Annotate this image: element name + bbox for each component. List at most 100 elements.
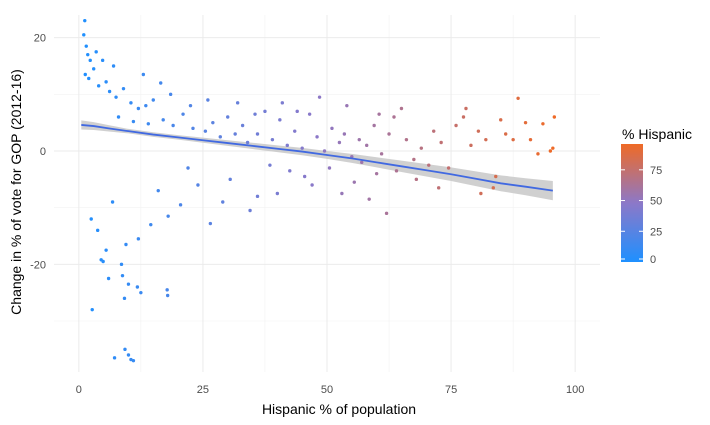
data-point [104,248,108,252]
data-point [122,296,127,301]
data-point [484,137,488,142]
data-point [120,273,125,278]
data-point [288,169,292,173]
data-point [548,149,553,153]
x-axis-title: Hispanic % of population [262,401,416,417]
legend-tick-label: 0 [650,254,656,266]
data-point [322,149,327,153]
data-point [253,112,257,116]
data-point [107,89,112,94]
data-point [464,106,468,111]
data-point [342,132,347,136]
y-tick-label: -20 [30,259,46,271]
data-point [203,129,208,133]
data-point [404,137,409,142]
data-point [90,307,94,312]
data-point [541,122,545,126]
data-point [536,152,540,156]
data-point [454,123,458,128]
data-point [87,76,91,81]
data-point [494,174,498,179]
data-point [340,191,344,196]
data-point [479,191,483,196]
data-point [516,96,520,101]
data-point [139,290,143,295]
trend-line-path [81,124,553,192]
data-point [165,293,170,298]
data-point [226,115,230,119]
data-point [432,129,436,133]
data-point [116,115,121,119]
data-point [208,221,213,226]
data-point [414,177,419,182]
confidence-band [81,120,553,201]
legend-title: % Hispanic [622,126,692,142]
x-tick-label: 0 [76,384,82,396]
data-point [92,67,96,71]
data-point [84,44,88,48]
data-point [427,163,431,167]
data-point [379,152,384,156]
data-point [156,188,160,193]
data-point [268,163,272,167]
data-point [285,143,289,148]
data-point [89,217,93,221]
data-point [511,137,515,142]
axis-ticks: 0 25 50 75 100 -20 0 20 [30,33,584,396]
data-point [88,58,92,63]
data-point [221,200,225,204]
data-point [191,126,195,131]
data-point [181,112,185,116]
data-point [310,183,314,187]
data-point [476,129,481,133]
data-point [367,197,371,201]
data-point [394,169,399,173]
data-point [528,137,533,142]
data-point [136,106,141,111]
legend-color-bar [621,144,643,262]
data-point [412,157,416,162]
data-point [146,122,151,126]
data-point [94,50,98,54]
data-point [302,174,307,179]
data-point [263,109,267,114]
trend-line [81,124,553,192]
data-point [372,123,376,128]
data-point [136,237,141,241]
data-point [295,109,299,114]
data-point [552,115,557,119]
data-point [196,183,200,187]
data-point [233,132,237,136]
data-point [101,259,105,264]
data-point [307,112,312,116]
data-point [240,123,245,128]
data-point [131,119,136,124]
data-point [218,135,222,139]
data-point [135,285,140,289]
data-point [228,177,232,182]
data-point [110,200,115,204]
data-point [392,115,396,119]
legend-ticks: 0 25 50 75 [621,165,662,266]
data-point [165,288,169,292]
data-point [178,203,183,207]
data-point [149,222,153,227]
data-point [86,52,90,57]
legend-tick-label: 25 [650,226,662,238]
data-point [419,146,424,150]
data-point [114,95,118,99]
legend-tick-label: 50 [650,196,662,208]
data-point [293,129,297,133]
data-point [131,358,136,363]
data-point [523,120,528,125]
data-point [82,33,86,37]
y-tick-label: 0 [40,146,46,158]
data-point [352,180,356,184]
data-point [436,186,441,190]
data-point [151,98,155,102]
color-legend: % Hispanic 0 25 50 75 [621,126,692,266]
data-point [377,112,381,116]
data-point [387,132,391,136]
data-point [357,137,361,142]
